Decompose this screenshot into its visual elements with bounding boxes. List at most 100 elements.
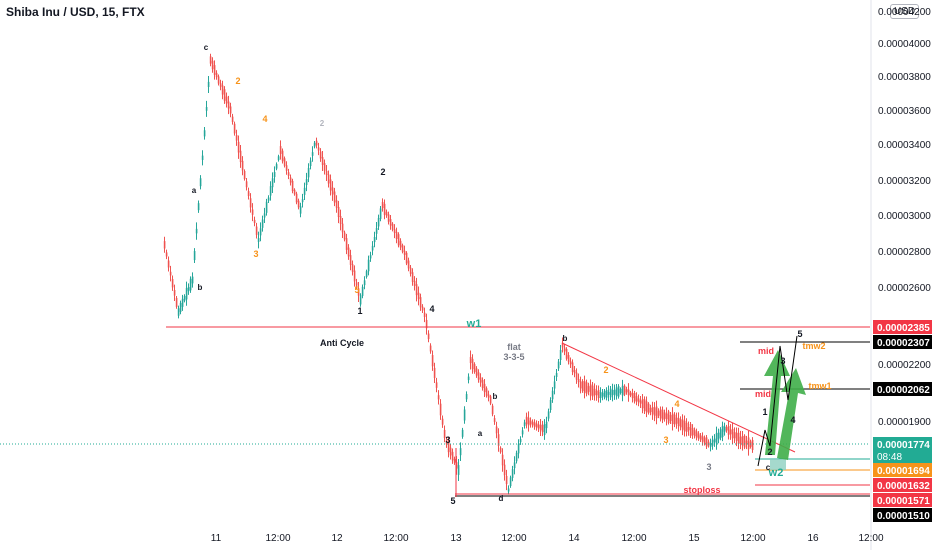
candle-body <box>553 381 556 389</box>
candle-body <box>507 488 510 492</box>
price-tick-label: 0.00003200 <box>878 176 931 187</box>
candle-body <box>387 214 390 222</box>
candle-body <box>571 362 574 372</box>
candle-body <box>409 267 412 274</box>
candle-body <box>683 420 686 432</box>
candle-body <box>223 89 226 101</box>
price-tick-label: 0.00001900 <box>878 417 931 428</box>
candle-body <box>537 424 540 429</box>
candle-body <box>627 389 630 396</box>
candle-body <box>269 186 272 196</box>
candle-body <box>567 355 570 362</box>
candle-body <box>399 240 402 248</box>
candle-body <box>569 361 572 365</box>
up-arrow-icon <box>777 368 806 460</box>
wave-annotation: a <box>478 429 483 438</box>
candle-body <box>479 377 482 383</box>
wave-annotation: 2 <box>235 76 240 86</box>
candle-body <box>279 146 282 154</box>
candle-body <box>471 358 474 370</box>
candle-body <box>431 355 434 367</box>
candle-body <box>305 178 308 186</box>
candle-body <box>519 439 522 443</box>
candle-body <box>251 209 254 215</box>
candle-body <box>491 405 494 415</box>
time-tick-label: 12:00 <box>383 533 408 544</box>
candle-body <box>375 228 378 234</box>
candle-body <box>209 56 212 64</box>
time-tick-label: 12:00 <box>740 533 765 544</box>
price-tick-label: 0.00002800 <box>878 247 931 258</box>
candle-body <box>455 462 458 469</box>
time-tick-label: 16 <box>807 533 819 544</box>
candle-body <box>429 345 432 352</box>
candle-body <box>437 395 440 400</box>
candle-body <box>625 389 628 393</box>
candle-body <box>495 426 498 434</box>
wave-annotation: b <box>198 283 203 292</box>
wave-annotation: 1 <box>762 407 767 417</box>
candle-body <box>469 356 472 364</box>
time-tick-label: 12:00 <box>265 533 290 544</box>
candle-body <box>513 462 516 469</box>
candle-body <box>505 475 508 485</box>
candle-body <box>555 373 558 377</box>
candle-body <box>521 430 524 435</box>
candle-body <box>247 191 250 197</box>
candle-body <box>385 211 388 216</box>
candle-body <box>459 448 462 456</box>
target-zone <box>770 459 786 470</box>
candle-body <box>319 151 322 159</box>
candle-body <box>321 157 324 165</box>
candle-body <box>715 432 718 444</box>
chart-drawings <box>0 326 870 497</box>
currency-button[interactable]: USD <box>890 4 920 19</box>
candle-body <box>587 386 590 392</box>
candle-body <box>439 403 442 416</box>
candle-body <box>591 385 594 397</box>
time-tick-label: 12:00 <box>501 533 526 544</box>
price-badge-label: 0.00002307 <box>877 338 930 349</box>
candle-body <box>663 412 666 419</box>
candle-body <box>327 174 330 184</box>
candle-body <box>391 223 394 230</box>
time-tick-label: 13 <box>450 533 462 544</box>
candle-body <box>601 392 604 397</box>
candle-body <box>275 164 278 169</box>
candle-body <box>287 172 290 176</box>
candle-body <box>347 247 350 257</box>
candle-body <box>577 378 580 383</box>
candle-body <box>355 282 358 286</box>
up-arrow-icon <box>764 350 790 455</box>
candle-body <box>267 197 270 201</box>
candle-body <box>235 135 238 141</box>
candle-body <box>737 432 740 444</box>
candle-body <box>595 390 598 396</box>
candle-body <box>277 156 280 161</box>
candle-body <box>273 172 276 178</box>
candle-body <box>515 452 518 462</box>
candle-body <box>207 81 210 88</box>
candle-body <box>613 389 616 395</box>
wave-annotation: c <box>766 463 771 472</box>
candle-body <box>345 238 348 250</box>
candle-body <box>655 406 658 419</box>
price-tick-label: 0.00003800 <box>878 72 931 83</box>
candle-body <box>265 201 268 213</box>
wave-annotation: c <box>204 43 209 52</box>
candle-body <box>461 429 464 437</box>
candle-body <box>453 458 456 463</box>
candle-body <box>361 286 364 296</box>
candle-body <box>551 390 554 400</box>
candle-body <box>177 308 180 316</box>
candle-body <box>541 424 544 433</box>
candle-body <box>181 298 184 307</box>
price-badge <box>873 382 932 396</box>
candle-body <box>339 216 342 224</box>
candle-body <box>371 245 374 251</box>
candle-body <box>217 76 220 84</box>
wave-annotation: 3 <box>780 356 785 366</box>
candle-body <box>581 381 584 391</box>
candle-body <box>649 407 652 413</box>
